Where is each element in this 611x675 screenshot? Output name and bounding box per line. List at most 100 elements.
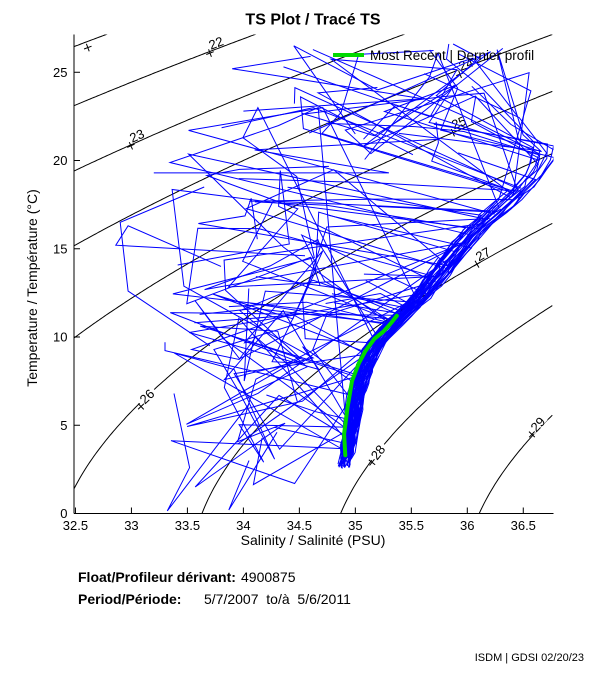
- x-tick-label: 32.5: [63, 518, 88, 533]
- contour-plus-mark: [368, 458, 376, 466]
- profile-line: [312, 314, 357, 406]
- profile-line: [173, 280, 436, 460]
- profile-line: [241, 200, 499, 324]
- profile-line: [187, 153, 489, 327]
- profile-line: [177, 170, 436, 283]
- profile-line: [170, 211, 458, 364]
- profile-line: [186, 306, 415, 427]
- profile-line: [204, 165, 440, 288]
- profile-line: [348, 85, 554, 468]
- contour-label-26: 26: [133, 382, 157, 407]
- contour-label-22: 22: [203, 30, 227, 53]
- svg-text:24: 24: [457, 55, 476, 74]
- profile-line: [343, 132, 541, 468]
- profile-line: [194, 292, 427, 488]
- density-contour-26: [74, 153, 553, 490]
- x-tick-label: 36.5: [511, 518, 536, 533]
- contour-plus-mark: [528, 431, 536, 438]
- density-contour-28: [340, 305, 553, 514]
- period-label: Period/Période:: [78, 591, 181, 607]
- y-tick-label: 15: [53, 241, 67, 256]
- y-tick-label: 10: [53, 330, 67, 345]
- contour-label-23: 23: [123, 123, 148, 146]
- profile-line: [344, 48, 530, 195]
- axes: 32.5 33 33.5 34 34.5 35 35.5 36 36.5 0 5 10 15 20 25: [53, 34, 554, 533]
- profile-line: [364, 51, 500, 209]
- most-recent-profile-line: [342, 313, 399, 458]
- profile-line: [204, 238, 466, 342]
- x-tick-label: 35.5: [399, 518, 424, 533]
- profile-line: [228, 432, 278, 511]
- footer: Float/Profileur dérivant: 4900875 Period…: [78, 569, 351, 607]
- profile-line: [316, 87, 511, 198]
- profile-line: [172, 106, 400, 346]
- legend-most-recent-label: Most Recent | Dernier profil: [370, 48, 534, 63]
- float-id-value: 4900875: [241, 569, 296, 585]
- chart-title: TS Plot / Tracé TS: [245, 12, 380, 29]
- profile-line: [232, 55, 423, 112]
- y-tick-label: 25: [53, 65, 67, 80]
- x-tick-label: 35: [348, 518, 362, 533]
- profile-line: [223, 317, 354, 463]
- contour-plus-mark: [127, 141, 135, 150]
- contour-plus-mark: [473, 260, 481, 268]
- profile-line: [153, 138, 440, 174]
- y-tick-label: 20: [53, 153, 67, 168]
- density-contour-29: [478, 414, 553, 514]
- profile-line: [302, 218, 490, 344]
- svg-text:28: 28: [368, 442, 389, 463]
- density-contour-22: [74, 34, 257, 107]
- profile-line: [194, 240, 468, 434]
- profile-line: [293, 45, 519, 135]
- profile-line: [349, 123, 549, 459]
- density-contour-23: [74, 34, 406, 172]
- profile-line: [170, 379, 364, 485]
- period-value: 5/7/2007 to/à 5/6/2011: [204, 591, 351, 607]
- profile-line: [249, 198, 514, 464]
- profile-line: [301, 84, 540, 161]
- svg-text:27: 27: [473, 244, 493, 264]
- x-tick-label: 36: [460, 518, 474, 533]
- profile-line: [293, 86, 519, 190]
- legend: Most Recent | Dernier profil: [333, 48, 534, 63]
- x-tick-label: 33: [124, 518, 138, 533]
- contour-plus-mark: [83, 43, 92, 52]
- profile-line: [320, 50, 516, 193]
- density-contours: [74, 34, 553, 514]
- y-tick-label: 0: [60, 506, 67, 521]
- profile-line: [308, 51, 539, 166]
- svg-text:29: 29: [527, 414, 548, 435]
- density-contour-27: [201, 222, 553, 514]
- ts-profiles: [114, 43, 554, 512]
- profile-line: [363, 104, 542, 153]
- profile-line: [228, 301, 402, 458]
- y-tick-label: 5: [60, 418, 67, 433]
- profile-line: [244, 169, 449, 269]
- contour-plus-mark: [206, 49, 214, 58]
- profile-line: [301, 92, 518, 191]
- y-axis-label: Temperature / Température (°C): [24, 189, 40, 387]
- svg-text:23: 23: [127, 126, 146, 146]
- most-recent-profile: [342, 313, 399, 458]
- x-axis-label: Salinity / Salinité (PSU): [241, 532, 386, 548]
- watermark: ISDM | GDSI 02/20/23: [475, 652, 584, 664]
- profile-line: [243, 288, 419, 382]
- profile-line: [221, 107, 522, 189]
- profile-line: [496, 49, 542, 153]
- profile-line: [352, 386, 364, 453]
- contour-label-27: 27: [469, 241, 494, 264]
- contour-label-29: 29: [524, 410, 548, 435]
- profile-line: [198, 198, 448, 267]
- profile-line: [186, 222, 485, 425]
- contour-label-28: 28: [364, 438, 389, 463]
- x-tick-label: 34.5: [287, 518, 312, 533]
- contour-plus-mark: [137, 403, 145, 410]
- svg-text:22: 22: [207, 34, 226, 53]
- x-tick-label: 33.5: [175, 518, 200, 533]
- profile-line: [119, 186, 211, 347]
- float-id-label: Float/Profileur dérivant:: [78, 569, 236, 585]
- profile-line: [252, 426, 355, 486]
